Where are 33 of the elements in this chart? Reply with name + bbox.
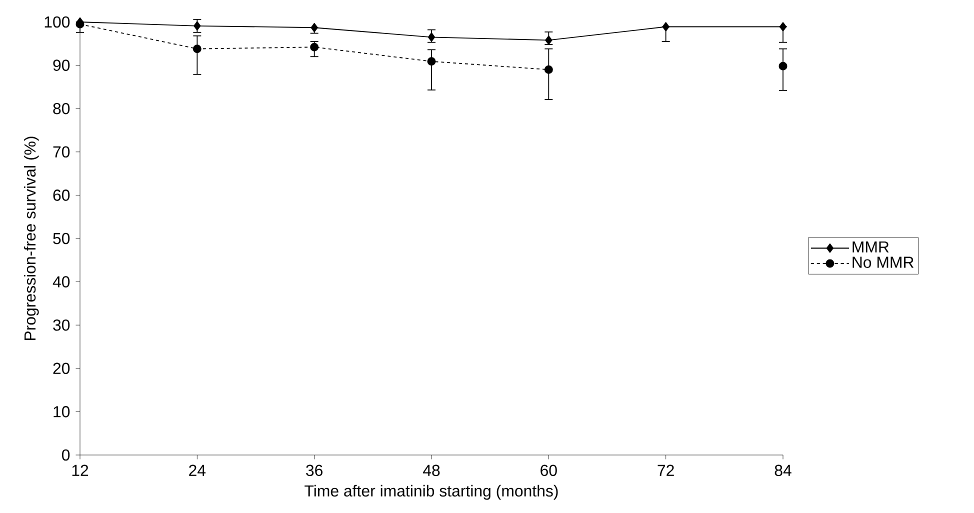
point: [194, 21, 201, 31]
point: [545, 36, 552, 45]
y-tick-label: 50: [53, 232, 70, 244]
y-tick-label: 20: [53, 362, 70, 374]
y-axis-title: Progression-free survival (%): [24, 136, 39, 340]
y-tick-label: 90: [53, 60, 70, 71]
y-tick-label: 30: [53, 319, 70, 331]
point: [427, 57, 436, 66]
point: [310, 22, 318, 32]
legend-label: No MMR: [852, 256, 914, 268]
point: [76, 20, 84, 28]
point: [662, 22, 670, 32]
x-tick-label: 60: [540, 464, 557, 476]
x-tick-label: 12: [72, 464, 88, 476]
y-tick-label: 100: [44, 16, 70, 28]
x-axis-title: Time after imatinib starting (months): [304, 484, 558, 500]
y-tick-label: 40: [52, 276, 70, 288]
y-tick-label: 10: [54, 406, 70, 418]
point: [192, 44, 202, 54]
point: [778, 62, 788, 70]
x-tick-label: 84: [774, 464, 792, 476]
x-tick-label: 36: [306, 464, 322, 476]
point: [779, 22, 787, 32]
x-tick-label: 48: [422, 464, 440, 476]
point: [544, 65, 553, 74]
point: [428, 32, 436, 42]
y-tick-label: 80: [53, 102, 70, 114]
y-tick-label: 60: [53, 190, 70, 201]
x-tick-label: 72: [658, 464, 674, 476]
y-tick-label: 70: [53, 146, 70, 158]
legend-label: MMR: [852, 241, 889, 252]
x-tick-label: 24: [189, 464, 206, 476]
y-tick-label: 0: [62, 449, 70, 461]
